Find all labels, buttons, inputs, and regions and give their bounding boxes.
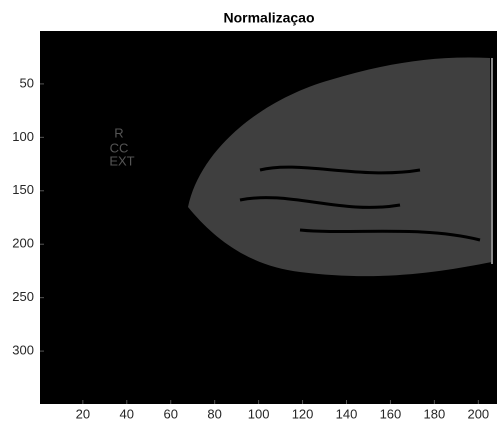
image-texture: [239, 165, 481, 242]
y-tick-label: 300: [12, 343, 34, 358]
x-tick-label: 40: [120, 406, 134, 421]
x-tick-label: 180: [424, 406, 446, 421]
x-tick-label: 80: [207, 406, 221, 421]
x-tick-label: 140: [336, 406, 358, 421]
x-tick-label: 200: [467, 406, 489, 421]
x-tick-label: 120: [292, 406, 314, 421]
image-text: EXT: [109, 153, 134, 168]
y-tick-label: 250: [12, 289, 34, 304]
y-tick-label: 150: [12, 182, 34, 197]
image-region: [188, 57, 492, 277]
y-tick-label: 200: [12, 236, 34, 251]
x-tick-label: 160: [380, 406, 402, 421]
x-tick-label: 60: [163, 406, 177, 421]
chart-title: Normalizaçao: [223, 10, 314, 26]
x-tick-label: 20: [76, 406, 90, 421]
image-text: CC: [110, 140, 129, 155]
y-tick-label: 50: [20, 75, 34, 90]
y-tick-label: 100: [12, 129, 34, 144]
image-text: R: [114, 125, 123, 140]
x-tick-label: 100: [248, 406, 270, 421]
image: R CC EXT: [40, 31, 497, 404]
